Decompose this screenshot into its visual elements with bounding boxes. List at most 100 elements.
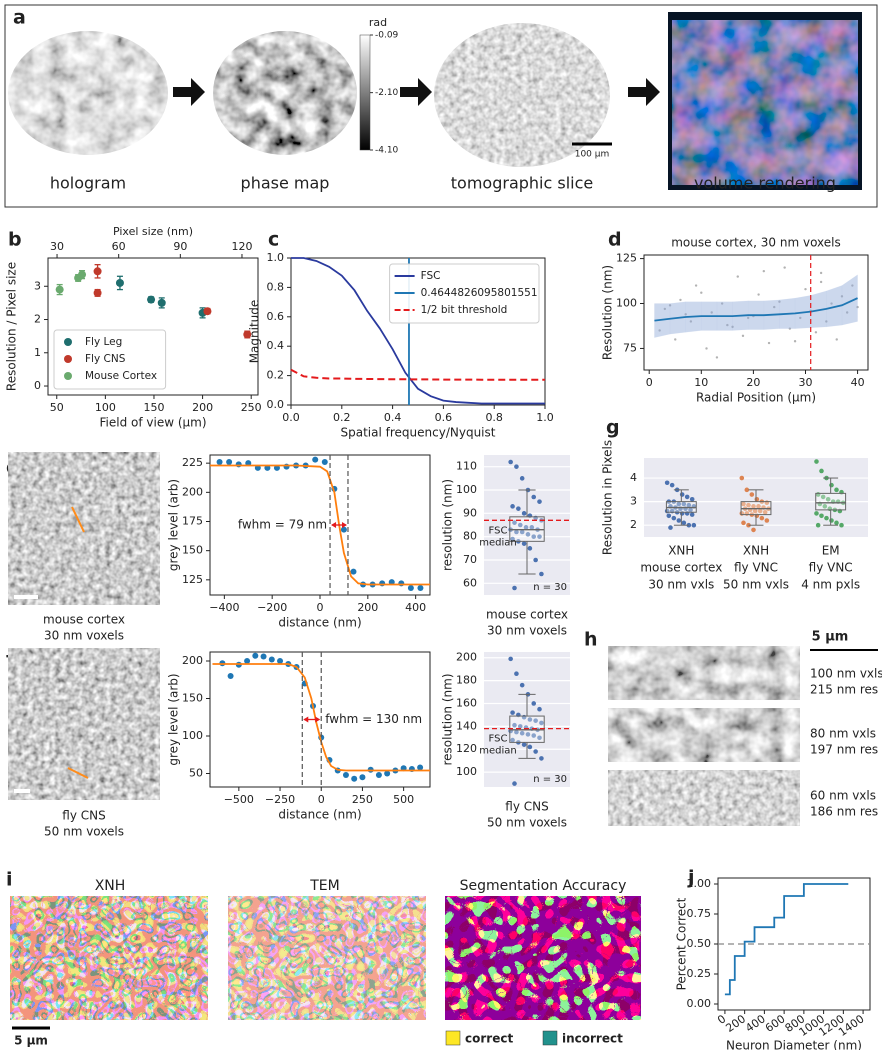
y-tick-label: 3: [34, 279, 41, 292]
data-line: [212, 663, 430, 772]
scatter-dot: [762, 269, 766, 273]
marker: [350, 568, 357, 575]
scatter-dot: [840, 295, 844, 298]
x-tick-label: 200: [357, 601, 378, 614]
data-point: [825, 496, 831, 502]
category-label: 4 nm pxls: [801, 578, 860, 592]
panel-a-frame: [4, 4, 878, 208]
y-tick-label: 180: [456, 674, 477, 687]
x-tick-label: 0: [318, 793, 325, 806]
legend-marker: [64, 355, 72, 363]
category-label: 50 nm vxls: [723, 578, 789, 592]
scatter-dot: [720, 302, 724, 305]
data-point: [824, 515, 829, 521]
legend-label: FSC: [421, 270, 441, 282]
data-point: [820, 494, 826, 500]
y-tick-label: 0.25: [687, 967, 712, 980]
scatter-dot: [835, 338, 838, 341]
arrow-head: [331, 522, 347, 528]
scatter-dot: [814, 331, 818, 334]
xnh-segmentation: [10, 896, 208, 1020]
marker: [342, 772, 349, 778]
x2-tick-label: 30: [50, 240, 64, 253]
panel-label: j: [687, 867, 695, 889]
category-label: XNH: [668, 544, 694, 558]
data-point: [512, 520, 517, 525]
data-point: [525, 532, 531, 537]
data-point: [822, 504, 828, 509]
chart-title: mouse cortex, 30 nm voxels: [671, 236, 841, 250]
data-point: [527, 546, 533, 551]
data-point: [512, 585, 517, 591]
category-label: fly VNC: [809, 561, 853, 575]
data-line: [290, 368, 545, 381]
micrograph-e: [8, 452, 160, 605]
y-tick-label: 110: [456, 460, 477, 473]
data-point: [744, 487, 750, 493]
y-axis-label: grey level (arb): [167, 673, 181, 765]
panel-label: i: [6, 869, 13, 891]
legend-label: 1/2 bit threshold: [421, 304, 508, 316]
data-point: [829, 518, 834, 523]
x-tick-label: 200: [192, 401, 213, 414]
data-point: [519, 682, 525, 688]
marker: [244, 658, 251, 664]
y-tick-label: 160: [456, 696, 477, 709]
data-point: [521, 541, 527, 546]
scatter-dot: [825, 320, 828, 323]
data-point: [757, 508, 763, 514]
data-point: [531, 494, 537, 500]
plot-frame: [209, 454, 431, 596]
x-tick-label: 0: [317, 601, 324, 614]
data-point: [746, 502, 751, 508]
marker: [283, 463, 290, 470]
y-tick-label: 2: [630, 518, 637, 531]
y-tick-label: 200: [182, 654, 203, 667]
data-point: [508, 459, 513, 465]
annotation: fwhm = 79 nm: [238, 518, 327, 532]
scatter-dot: [710, 311, 713, 314]
data-point: [834, 487, 839, 493]
data-point: [527, 717, 533, 722]
data-point: [517, 724, 523, 729]
marker: [340, 526, 347, 533]
data-point: [514, 529, 519, 535]
x-axis-label: Radial Position (µm): [696, 391, 816, 405]
y-axis-label: grey level (arb): [167, 479, 181, 571]
marker: [55, 285, 64, 294]
x-tick-label: 250: [241, 401, 262, 414]
y-tick-label: 150: [182, 544, 203, 557]
scatter-dot: [694, 284, 698, 287]
h-label: 80 nm vxls: [810, 727, 876, 741]
reference-label: FSC: [489, 734, 508, 745]
marker: [260, 653, 267, 660]
x-tick-label: −200: [257, 601, 287, 614]
category-label: 30 nm vxls: [648, 578, 714, 592]
data-point: [686, 522, 692, 528]
y-tick-label: 80: [463, 530, 477, 543]
caption: mouse cortex: [43, 613, 125, 627]
marker: [93, 267, 102, 276]
data-point: [531, 701, 537, 706]
data-point: [512, 722, 517, 728]
data-point: [533, 749, 538, 754]
data-point: [752, 508, 758, 514]
y-tick-label: 100: [456, 765, 477, 778]
category-label: EM: [822, 544, 840, 558]
y-tick-label: 100: [182, 729, 203, 742]
marker: [147, 295, 156, 304]
scatter-dot: [700, 291, 703, 294]
x-tick-label: 50: [50, 401, 64, 414]
y-tick-label: 1.0: [267, 251, 285, 264]
i-title: XNH: [95, 878, 126, 894]
scatter-dot: [783, 266, 786, 269]
data-point: [510, 737, 515, 743]
marker: [203, 307, 212, 316]
marker: [226, 459, 233, 465]
y-axis-label: Resolution in Pixels: [601, 440, 615, 555]
legend-swatch: [445, 1030, 461, 1046]
data-point: [751, 527, 756, 533]
data-point: [519, 529, 525, 535]
x-axis-label: 50 nm voxels: [487, 816, 567, 830]
data-point: [689, 512, 695, 517]
